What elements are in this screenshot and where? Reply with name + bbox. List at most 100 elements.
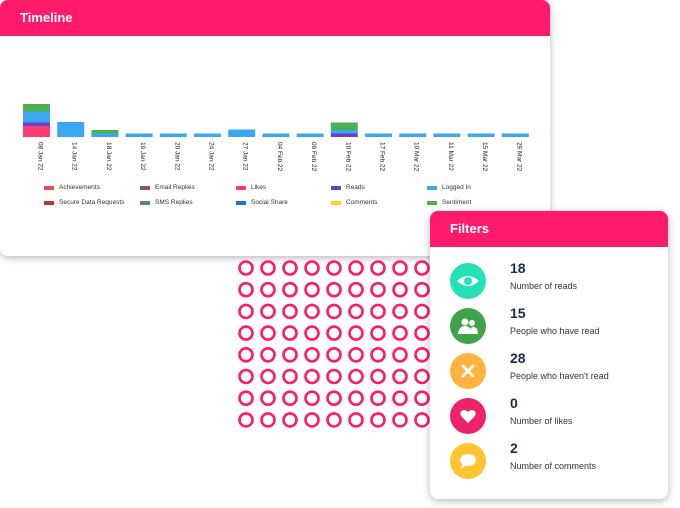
decorative-ring: [414, 412, 430, 428]
filter-label: People who have read: [510, 326, 600, 336]
decorative-ring: [238, 325, 254, 341]
decorative-ring: [238, 260, 254, 276]
bar-segment[interactable]: [467, 133, 495, 138]
bar-segment[interactable]: [228, 129, 256, 138]
x-tick-label: 24 Jan 22: [208, 142, 215, 171]
decorative-ring: [282, 303, 298, 320]
decorative-ring: [370, 303, 386, 320]
decorative-ring: [326, 347, 342, 363]
decorative-ring: [238, 303, 254, 320]
x-tick-label: 09 Feb 22: [310, 142, 317, 172]
filter-item[interactable]: 18 Number of reads: [450, 260, 660, 299]
timeline-title: Timeline: [0, 0, 550, 36]
decorative-ring: [326, 368, 342, 385]
decorative-ring: [304, 347, 320, 363]
bar-segment[interactable]: [365, 133, 392, 138]
decorative-ring: [304, 260, 320, 276]
people-icon: [450, 308, 486, 344]
x-tick-label: 11 Mar 22: [447, 142, 454, 171]
decorative-ring: [260, 260, 276, 276]
decorative-ring: [282, 325, 298, 341]
filter-value: 15: [510, 305, 526, 321]
decorative-ring: [304, 412, 320, 428]
legend-item: Logged In: [427, 184, 471, 191]
x-tick-label: 18 Jan 22: [105, 142, 112, 171]
filters-title: Filters: [430, 211, 668, 247]
bar-segment[interactable]: [194, 133, 221, 138]
decorative-ring: [414, 260, 430, 276]
filter-item[interactable]: 28 People who haven't read: [450, 350, 660, 389]
filter-item[interactable]: 2 Number of comments: [450, 440, 660, 479]
heart-icon: [450, 398, 486, 434]
filter-value: 2: [510, 440, 518, 456]
decorative-ring: [326, 303, 342, 320]
decorative-ring: [414, 281, 430, 298]
decorative-ring: [238, 281, 254, 298]
decorative-ring: [348, 281, 364, 298]
x-tick-label: 29 Mar 22: [515, 142, 522, 172]
bar-segment[interactable]: [330, 130, 358, 134]
x-tick-label: 14 Jan 22: [71, 142, 78, 171]
decorative-ring: [348, 347, 364, 363]
legend-item: SMS Replies: [140, 199, 193, 206]
legend-swatch: [140, 200, 150, 205]
bar-segment[interactable]: [23, 104, 50, 112]
decorative-ring: [348, 368, 364, 385]
decorative-ring: [260, 368, 276, 385]
decorative-ring: [348, 303, 364, 320]
timeline-chart: 08 Jan 22 14 Jan 22 18 Jan 22 19 Jan 22 20 J…: [23, 104, 529, 172]
bar-segment[interactable]: [23, 126, 50, 137]
decorative-ring: [414, 303, 430, 320]
decorative-ring: [392, 260, 408, 276]
bar-segment[interactable]: [125, 133, 153, 138]
decorative-ring: [238, 412, 254, 428]
legend-swatch: [331, 200, 341, 205]
filter-item[interactable]: 15 People who have read: [450, 305, 660, 344]
legend-label: Likes: [251, 184, 267, 191]
x-tick-label: 17 Feb 22: [379, 142, 386, 172]
decorative-ring: [370, 281, 386, 298]
decorative-ring: [392, 325, 408, 341]
legend-item: Comments: [331, 199, 377, 206]
legend-item: Likes: [236, 184, 266, 191]
legend-swatch: [44, 185, 54, 190]
decorative-ring: [282, 412, 298, 428]
filter-item[interactable]: 0 Number of likes: [450, 395, 660, 434]
bar-segment[interactable]: [159, 133, 187, 138]
decorative-ring: [260, 390, 276, 406]
bar-segment[interactable]: [296, 133, 324, 138]
bar-segment[interactable]: [501, 133, 529, 138]
bar-segment[interactable]: [91, 133, 119, 138]
eye-icon: [450, 263, 486, 299]
x-tick-label: 27 Jan 22: [242, 142, 249, 171]
decorative-ring: [238, 390, 254, 406]
decorative-ring: [348, 325, 364, 341]
bar-segment[interactable]: [330, 122, 358, 131]
decorative-ring: [260, 325, 276, 341]
comment-icon: [450, 443, 486, 479]
decorative-ring: [260, 347, 276, 363]
bar-segment[interactable]: [57, 122, 85, 137]
legend-label: Sentiment: [442, 199, 472, 206]
bar-segment[interactable]: [433, 133, 461, 138]
legend-item: Social Share: [236, 199, 288, 206]
filters-card: Filters 18 Number of reads 15 People who ha…: [430, 211, 668, 499]
bar-segment[interactable]: [399, 133, 427, 138]
bar-segment[interactable]: [330, 133, 358, 138]
decorative-ring: [238, 368, 254, 385]
bar-segment[interactable]: [262, 133, 290, 138]
decorative-ring: [392, 347, 408, 363]
decorative-ring: [392, 412, 408, 428]
decorative-dot-pattern: [238, 260, 430, 428]
bar-segment[interactable]: [91, 130, 119, 134]
decorative-ring: [370, 325, 386, 341]
decorative-ring: [326, 260, 342, 276]
bar-segment[interactable]: [23, 122, 50, 127]
x-tick-label: 04 Feb 22: [276, 142, 283, 172]
legend-item: Sentiment: [427, 199, 471, 206]
legend-label: Email Replies: [155, 184, 195, 191]
legend-item: Secure Data Requests: [44, 199, 124, 206]
legend-swatch: [331, 185, 341, 190]
decorative-ring: [304, 368, 320, 385]
bar-segment[interactable]: [23, 111, 50, 123]
